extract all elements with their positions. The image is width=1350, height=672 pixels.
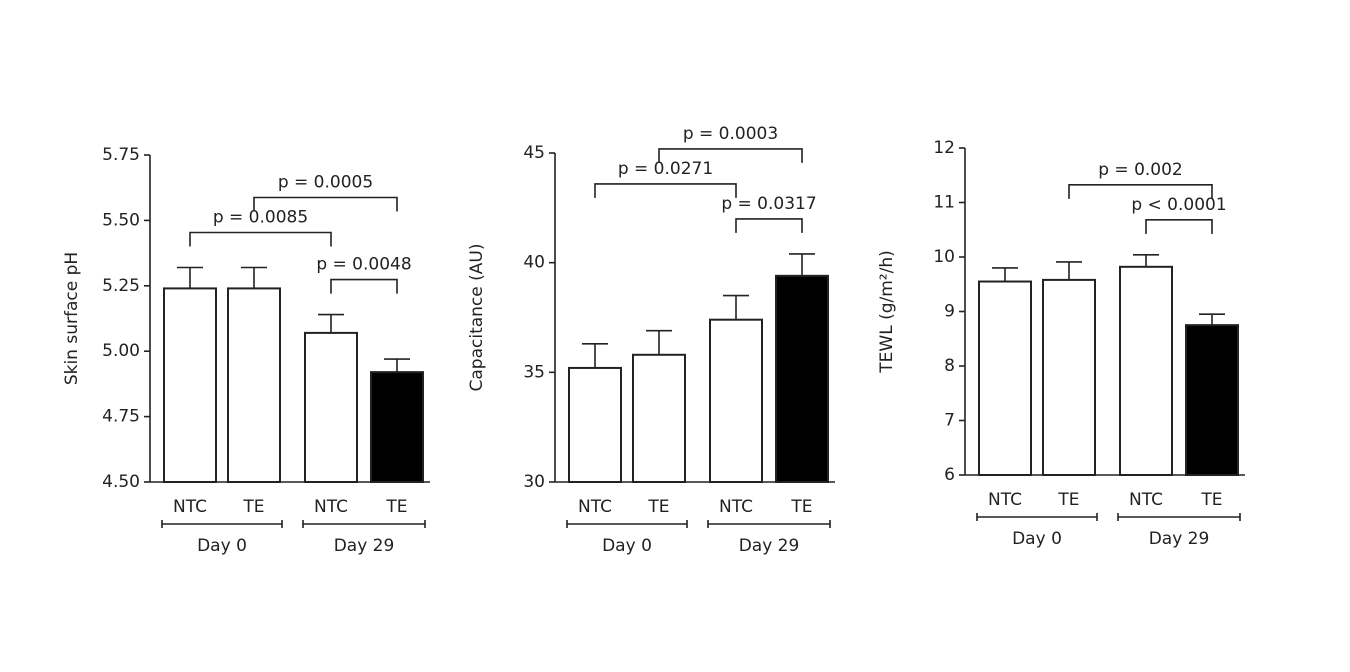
y-axis-label: Capacitance (AU) — [467, 244, 487, 392]
significance-bracket — [1068, 184, 1213, 199]
bar — [304, 331, 358, 483]
x-tick-label: TE — [647, 497, 669, 517]
y-tick-label: 30 — [523, 472, 545, 492]
p-value-label: p = 0.0085 — [213, 207, 308, 227]
x-tick-label: NTC — [719, 497, 753, 517]
bar — [978, 280, 1032, 476]
group-label: Day 29 — [1149, 529, 1210, 549]
p-value-label: p = 0.0048 — [316, 255, 411, 275]
x-tick-label: NTC — [1129, 490, 1163, 510]
p-value-label: p = 0.0005 — [278, 172, 373, 192]
y-tick-label: 40 — [523, 253, 545, 273]
y-tick-label: 5.50 — [102, 210, 140, 230]
x-tick-label: TE — [1057, 490, 1079, 510]
bar — [1119, 265, 1173, 476]
x-tick-label: NTC — [314, 497, 348, 517]
group-label: Day 29 — [739, 536, 800, 556]
group-bracket — [707, 520, 831, 528]
y-tick-label: 7 — [944, 411, 955, 431]
group-label: Day 0 — [197, 536, 247, 556]
x-tick-label: TE — [1200, 490, 1222, 510]
y-axis-label: Skin surface pH — [62, 252, 82, 385]
x-tick-label: TE — [242, 497, 264, 517]
group-bracket — [1117, 513, 1241, 521]
y-tick-label: 4.50 — [102, 472, 140, 492]
bar — [227, 287, 281, 483]
group-bracket — [566, 520, 688, 528]
bar — [632, 353, 686, 483]
bar — [163, 287, 217, 483]
y-tick-label: 5.75 — [102, 145, 140, 165]
y-tick-label: 11 — [933, 193, 955, 213]
group-label: Day 29 — [334, 536, 395, 556]
significance-bracket — [330, 278, 398, 294]
x-tick-label: TE — [385, 497, 407, 517]
bar — [1042, 278, 1096, 477]
group-label: Day 0 — [602, 536, 652, 556]
group-bracket — [302, 520, 426, 528]
y-tick-label: 5.00 — [102, 341, 140, 361]
y-tick-label: 45 — [523, 143, 545, 163]
significance-bracket — [735, 218, 803, 233]
y-tick-label: 8 — [944, 356, 955, 376]
p-value-label: p = 0.0317 — [721, 194, 816, 214]
significance-bracket — [1145, 219, 1213, 234]
significance-bracket — [189, 231, 332, 247]
group-bracket — [161, 520, 283, 528]
significance-bracket — [658, 148, 803, 163]
p-value-label: p = 0.0271 — [618, 159, 713, 179]
x-tick-label: NTC — [988, 490, 1022, 510]
p-value-label: p = 0.0003 — [683, 124, 778, 144]
x-tick-label: NTC — [173, 497, 207, 517]
bar — [370, 371, 424, 483]
bar — [568, 366, 622, 483]
x-tick-label: TE — [790, 497, 812, 517]
y-tick-label: 6 — [944, 465, 955, 485]
y-tick-label: 9 — [944, 302, 955, 322]
x-tick-label: NTC — [578, 497, 612, 517]
significance-bracket — [594, 183, 737, 198]
y-tick-label: 10 — [933, 247, 955, 267]
group-label: Day 0 — [1012, 529, 1062, 549]
y-tick-label: 5.25 — [102, 276, 140, 296]
bar — [1185, 324, 1239, 476]
y-tick-label: 4.75 — [102, 407, 140, 427]
group-bracket — [976, 513, 1098, 521]
bar — [709, 318, 763, 483]
bar — [775, 274, 829, 483]
p-value-label: p = 0.002 — [1098, 160, 1183, 180]
y-axis-label: TEWL (g/m²/h) — [877, 250, 897, 373]
significance-bracket — [253, 196, 398, 212]
y-tick-label: 12 — [933, 138, 955, 158]
y-tick-label: 35 — [523, 362, 545, 382]
p-value-label: p < 0.0001 — [1131, 195, 1226, 215]
